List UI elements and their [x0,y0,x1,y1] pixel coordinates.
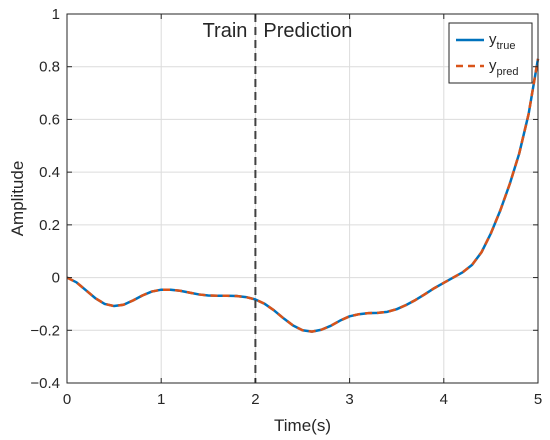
ticks: 0 1 2 3 4 5 −0.4 −0.2 0 0.2 0.4 0.6 0.8 1 [30,6,542,408]
x-tick-label: 1 [157,391,165,408]
train-annotation: Train [203,20,248,42]
prediction-annotation: Prediction [263,20,352,42]
plot-frame [66,13,539,384]
y-tick-label: −0.2 [30,322,60,339]
x-tick-label: 5 [534,391,542,408]
series-line-y-true [66,58,540,333]
legend-box [448,22,533,84]
legend: ytrue ypred [448,22,533,84]
y-tick-label: 0.4 [39,164,60,181]
y-tick-label: 0.8 [39,59,60,76]
x-tick-label: 0 [63,391,71,408]
legend-label-y-true: ytrue [489,31,515,52]
x-tick-label: 2 [251,391,259,408]
y-tick-label: 0.2 [39,217,60,234]
x-axis-label: Time(s) [274,416,331,435]
x-tick-label: 4 [440,391,448,408]
y-tick-label: 0.6 [39,111,60,128]
series-layer [66,58,540,333]
x-tick-label: 3 [345,391,353,408]
series-line-y-pred [66,58,540,333]
y-tick-label: −0.4 [30,375,60,392]
y-tick-label: 0 [52,270,60,287]
legend-label-y-pred: ypred [489,57,519,78]
y-axis-label: Amplitude [8,161,27,237]
y-tick-label: 1 [52,6,60,23]
